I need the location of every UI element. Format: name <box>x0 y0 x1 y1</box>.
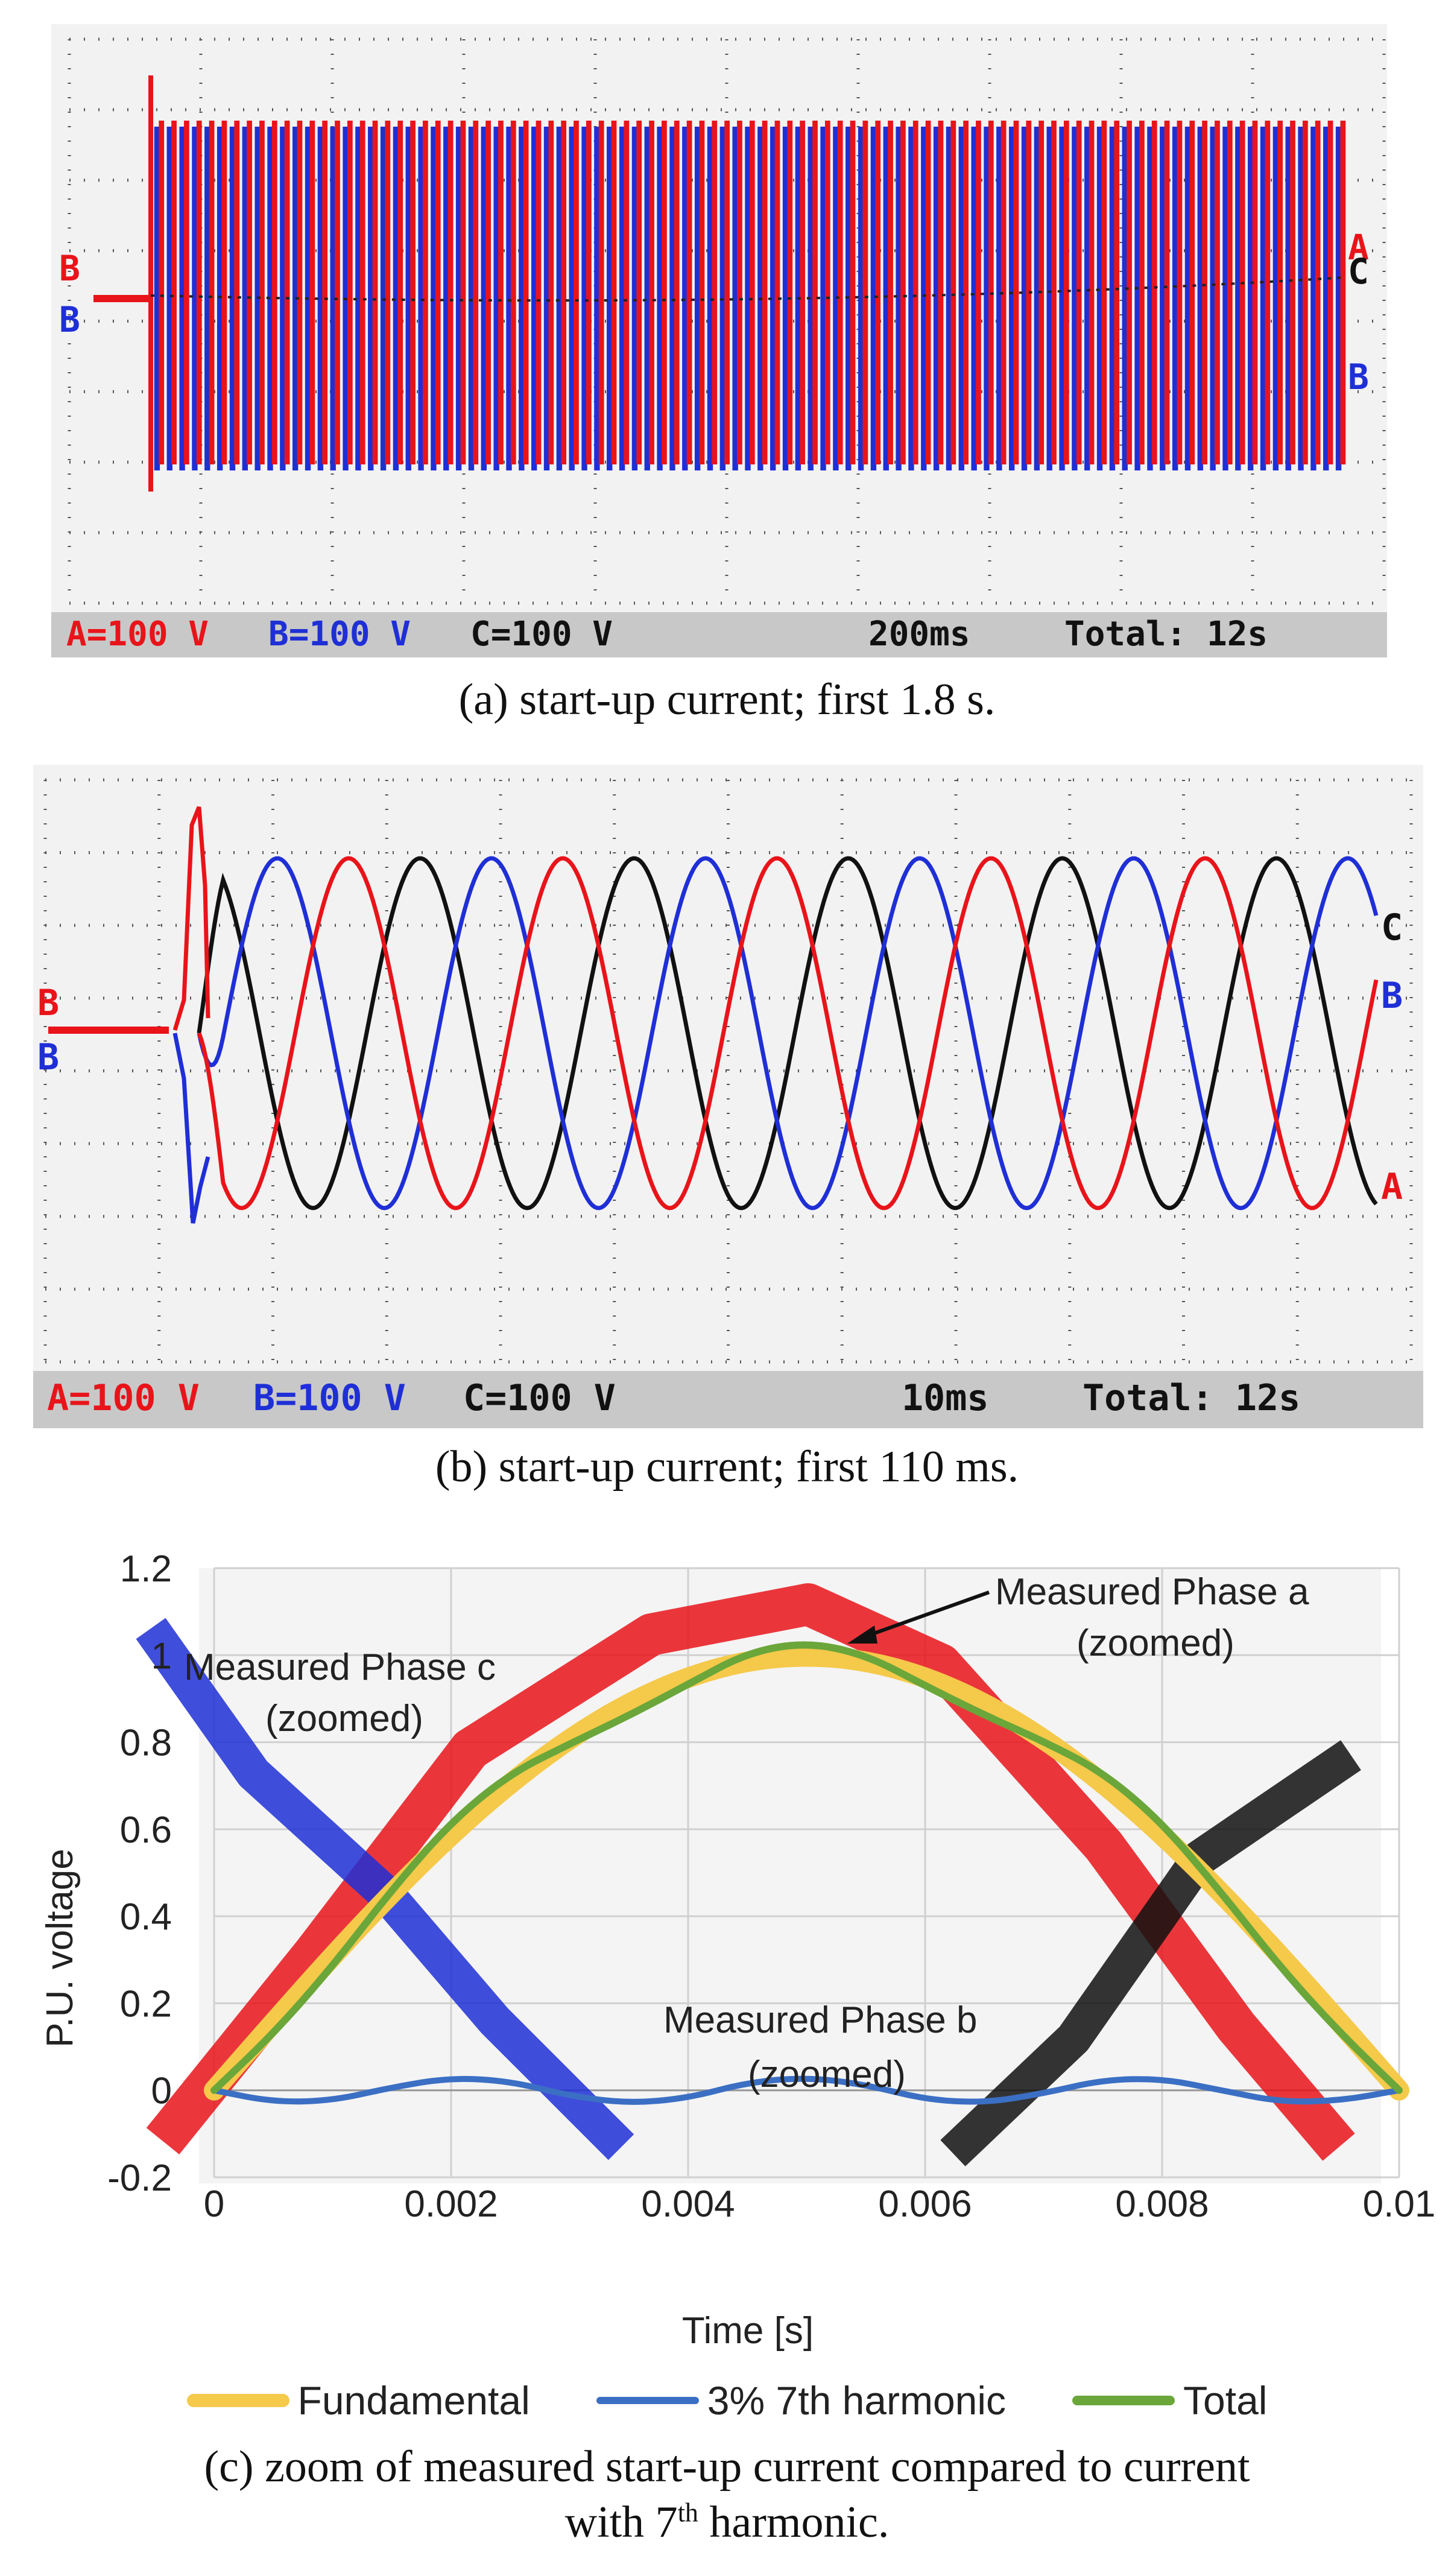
scope-a-left-label-1: B <box>59 248 80 289</box>
chart-c-xlabel: Time [s] <box>682 2310 814 2352</box>
scope-b-svg: A=100 V B=100 V C=100 V 10ms Total: 12s … <box>33 765 1423 1428</box>
scope-panel-a: A=100 V B=100 V C=100 V 200ms Total: 12s… <box>0 24 1454 657</box>
scope-b-right-label-c: C <box>1381 907 1403 949</box>
scope-a-svg: A=100 V B=100 V C=100 V 200ms Total: 12s… <box>51 24 1387 657</box>
scope-b-right-label-b: B <box>1381 975 1403 1017</box>
chart-c-ytick-label: 0.2 <box>120 1983 172 2025</box>
chart-c-xtick-label: 0 <box>204 2183 224 2225</box>
legend-item-fundamental: Fundamental <box>186 2378 530 2423</box>
legend-label-total: Total <box>1183 2378 1268 2423</box>
scope-a-right-label-c: C <box>1348 251 1369 292</box>
annotation-phase-b-zoomed: (zoomed) <box>748 2054 906 2095</box>
annotation-phase-c-zoomed: (zoomed) <box>265 1698 423 1739</box>
annotation-phase-a: Measured Phase a <box>995 1571 1309 1613</box>
scope-b-transient-a <box>172 806 210 1031</box>
chart-c-xtick-label: 0.006 <box>878 2183 972 2225</box>
scope-a-waves <box>93 75 1346 492</box>
chart-c-ytick-label: -0.2 <box>107 2157 172 2199</box>
chart-c-series <box>204 1641 1409 2105</box>
scope-b-a-scale: A=100 V <box>47 1377 200 1419</box>
series-3pct-7th-harmonic <box>211 2075 1402 2105</box>
annotation-phase-a-zoomed: (zoomed) <box>1076 1622 1234 1664</box>
annotation-a-arrowhead <box>847 1625 877 1644</box>
scope-b-b-scale: B=100 V <box>253 1377 406 1419</box>
scope-b-total: Total: 12s <box>1083 1377 1300 1419</box>
annotation-a-arrow-line <box>861 1590 990 1639</box>
scope-a-c-scale: C=100 V <box>470 615 613 654</box>
scope-b-left-label-1: B <box>37 982 59 1024</box>
caption-a: (a) start-up current; first 1.8 s. <box>458 675 996 724</box>
chart-c-ytick-label: 0.4 <box>120 1896 172 1938</box>
caption-c-line2-sup: th <box>677 2498 698 2528</box>
annotation-phase-c: Measured Phase c <box>184 1647 496 1688</box>
legend-item-total: Total <box>1072 2378 1267 2423</box>
scope-b-timebase: 10ms <box>902 1377 989 1419</box>
chart-c-legend: Fundamental 3% 7th harmonic Total <box>0 2370 1454 2431</box>
chart-c-xtick-label: 0.01 <box>1363 2183 1436 2225</box>
chart-c-ytick-label: 0 <box>151 2071 172 2112</box>
scope-panel-b: A=100 V B=100 V C=100 V 10ms Total: 12s … <box>0 765 1454 1428</box>
scope-b-c-scale: C=100 V <box>463 1377 616 1419</box>
caption-c-line2-post: harmonic. <box>698 2498 890 2547</box>
scope-a-right-label-a: A <box>1348 227 1369 268</box>
chart-c-ytick-label: 0.8 <box>120 1723 172 1764</box>
scope-b-statusbar <box>33 1371 1423 1428</box>
scope-b-trace-a <box>197 856 1379 1210</box>
scope-b-trace-c <box>197 856 1378 1210</box>
scope-a-statusbar <box>51 612 1387 657</box>
scope-b-waves <box>48 806 1379 1224</box>
annotation-phase-b: Measured Phase b <box>663 1999 977 2041</box>
scope-b-right-label-a: A <box>1381 1166 1403 1208</box>
chart-c-xtick-label: 0.008 <box>1115 2183 1209 2225</box>
chart-c-ylabel: P.U. voltage <box>39 1849 81 2048</box>
caption-b: (b) start-up current; first 110 ms. <box>435 1442 1019 1492</box>
scope-b-transient-b <box>172 1033 210 1224</box>
scope-a-b-scale: B=100 V <box>268 615 411 654</box>
scope-b-left-label-2: B <box>37 1036 59 1078</box>
chart-c-ytick-label: 0.6 <box>120 1809 172 1851</box>
series-total <box>210 1641 1403 2094</box>
chart-c-svg: -0.2 0 0.2 0.4 0.6 0.8 1 1.2 0 0.002 0.004 0.006 0.0… <box>39 1548 1435 2352</box>
legend-item-harmonic: 3% 7th harmonic <box>596 2378 1006 2423</box>
scope-a-timebase: 200ms <box>868 615 970 654</box>
chart-c-xtick-label: 0.004 <box>641 2183 735 2225</box>
scope-a-right-label-b: B <box>1348 356 1369 397</box>
legend-label-harmonic: 3% 7th harmonic <box>707 2378 1007 2423</box>
legend-swatch-total <box>1072 2396 1175 2405</box>
legend-label-fundamental: Fundamental <box>297 2378 530 2423</box>
chart-c-xtick-label: 0.002 <box>404 2183 498 2225</box>
legend-swatch-harmonic <box>596 2397 699 2404</box>
chart-c-ytick-label: 1.2 <box>120 1548 172 1590</box>
scope-a-left-label-2: B <box>59 299 80 340</box>
scope-a-a-scale: A=100 V <box>66 615 209 654</box>
chart-panel-c: -0.2 0 0.2 0.4 0.6 0.8 1 1.2 0 0.002 0.004 0.006 0.0… <box>0 1520 1454 2376</box>
caption-c-line2-pre: with 7 <box>564 2498 678 2547</box>
chart-c-ytick-label: 1 <box>151 1635 172 1677</box>
caption-c-line1: (c) zoom of measured start-up current co… <box>204 2442 1250 2492</box>
scope-b-trace-b <box>197 856 1379 1210</box>
legend-swatch-fundamental <box>186 2394 289 2407</box>
chart-c-ticks: -0.2 0 0.2 0.4 0.6 0.8 1 1.2 0 0.002 0.004 0.006 0.0… <box>107 1548 1435 2225</box>
scope-a-total: Total: 12s <box>1064 615 1268 654</box>
caption-c-line2: with 7th harmonic. <box>0 2497 1454 2548</box>
